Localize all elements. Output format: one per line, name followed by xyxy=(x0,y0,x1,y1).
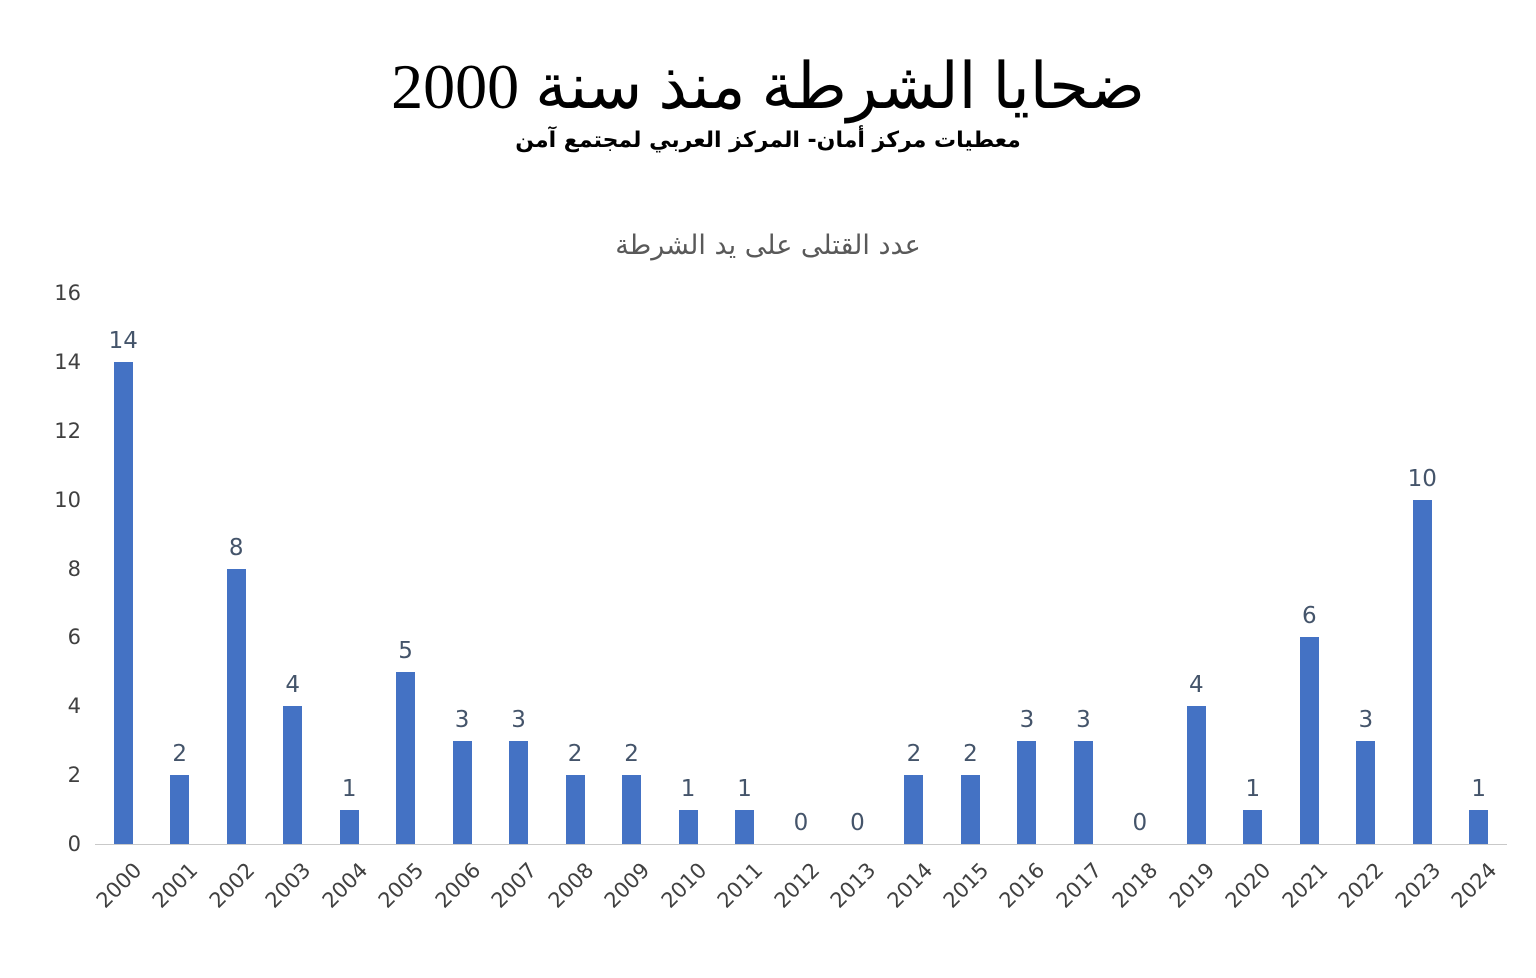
bar-value-label: 2 xyxy=(567,741,583,768)
bar-value-label: 1 xyxy=(1245,775,1261,802)
x-tick-label: 2007 xyxy=(486,858,542,913)
bar-value-label: 6 xyxy=(1301,603,1317,630)
bar-value-label: 4 xyxy=(285,672,300,699)
bar-value-label: 0 xyxy=(850,810,865,836)
x-tick-label: 2023 xyxy=(1390,858,1446,913)
y-tick-label: 6 xyxy=(67,625,81,650)
bar-value-label: 1 xyxy=(737,775,752,802)
bar-2004 xyxy=(339,809,359,844)
y-tick-label: 8 xyxy=(67,556,81,581)
bar-2019 xyxy=(1186,706,1206,844)
bar-value-label: 3 xyxy=(1019,706,1035,733)
bar-2007 xyxy=(509,740,529,844)
x-tick-label: 2006 xyxy=(430,858,486,913)
x-tick-label: 2018 xyxy=(1108,858,1163,913)
x-tick-label: 2013 xyxy=(825,858,881,913)
bar-2022 xyxy=(1356,740,1376,844)
bar-value-label: 2 xyxy=(906,741,922,768)
bar-value-label: 2 xyxy=(624,741,639,768)
bar-value-label: 1 xyxy=(341,775,357,802)
x-tick-label: 2011 xyxy=(712,858,768,913)
bar-2016 xyxy=(1017,740,1037,844)
bar-2005 xyxy=(396,671,416,844)
y-tick-label: 0 xyxy=(67,832,81,856)
x-tick-label: 2002 xyxy=(204,858,260,913)
x-tick-label: 2017 xyxy=(1051,858,1107,913)
bar-2003 xyxy=(283,706,303,844)
bar-value-label: 4 xyxy=(1189,672,1204,699)
bar-value-label: 0 xyxy=(1132,810,1148,836)
y-tick-label: 12 xyxy=(54,418,81,443)
y-tick-label: 14 xyxy=(54,349,81,374)
x-tick-label: 2000 xyxy=(91,858,147,913)
x-tick-label: 2014 xyxy=(882,858,937,913)
bar-value-label: 8 xyxy=(228,534,244,561)
plot-area: 0 2 4 6 8 10 12 14 16 14 2000 2 2001 8 2002 4 2003 1 2004 5… xyxy=(54,281,1507,913)
bar-value-label: 3 xyxy=(454,706,470,733)
bar-2008 xyxy=(565,775,585,844)
bar-2017 xyxy=(1073,740,1093,844)
bar-2011 xyxy=(735,809,755,844)
y-tick-label: 2 xyxy=(67,763,81,788)
x-tick-label: 2024 xyxy=(1446,858,1502,913)
bar-value-label: 1 xyxy=(1471,775,1487,802)
bar-2015 xyxy=(960,775,980,844)
bar-value-label: 1 xyxy=(680,775,696,802)
y-tick-label: 16 xyxy=(54,281,81,305)
x-tick-label: 2003 xyxy=(260,858,316,913)
x-tick-label: 2020 xyxy=(1221,858,1276,913)
series-label: عدد القتلى على يد الشرطة xyxy=(615,230,921,261)
bar-value-label: 3 xyxy=(511,706,526,733)
bar-2023 xyxy=(1412,499,1432,844)
x-tick-label: 2005 xyxy=(373,858,429,913)
x-tick-label: 2001 xyxy=(147,858,203,913)
bar-value-label: 5 xyxy=(398,637,413,664)
x-tick-label: 2019 xyxy=(1164,858,1220,913)
x-tick-label: 2004 xyxy=(317,858,373,913)
x-tick-label: 2016 xyxy=(995,858,1050,913)
bar-2002 xyxy=(226,568,246,844)
x-tick-label: 2015 xyxy=(938,858,994,913)
bar-value-label: 14 xyxy=(108,327,138,354)
chart-title: ضحايا الشرطة منذ سنة 2000 xyxy=(391,51,1145,122)
bar-value-label: 10 xyxy=(1407,465,1437,492)
bar-value-label: 3 xyxy=(1076,706,1091,733)
x-tick-label: 2009 xyxy=(599,858,655,913)
x-tick-label: 2022 xyxy=(1334,858,1389,913)
bar-value-label: 2 xyxy=(963,741,978,768)
y-tick-label: 10 xyxy=(54,487,81,512)
bar-2021 xyxy=(1299,637,1319,844)
bar-2014 xyxy=(904,775,924,844)
chart-subtitle: معطيات مركز أمان- المركز العربي لمجتمع آ… xyxy=(515,128,1021,154)
bar-2001 xyxy=(170,775,190,844)
bar-value-label: 2 xyxy=(172,741,188,768)
bar-2024 xyxy=(1469,809,1489,844)
bar-2010 xyxy=(678,809,698,844)
bar-value-label: 3 xyxy=(1358,706,1374,733)
y-tick-label: 4 xyxy=(67,694,81,719)
x-tick-label: 2021 xyxy=(1277,858,1333,913)
bar-value-label: 0 xyxy=(793,810,809,836)
bar-2006 xyxy=(452,740,472,844)
bar-2000 xyxy=(113,361,133,844)
x-tick-label: 2008 xyxy=(543,858,599,913)
bar-2009 xyxy=(622,775,642,844)
bar-2020 xyxy=(1243,809,1263,844)
x-tick-label: 2012 xyxy=(769,858,824,913)
x-tick-label: 2010 xyxy=(656,858,712,913)
